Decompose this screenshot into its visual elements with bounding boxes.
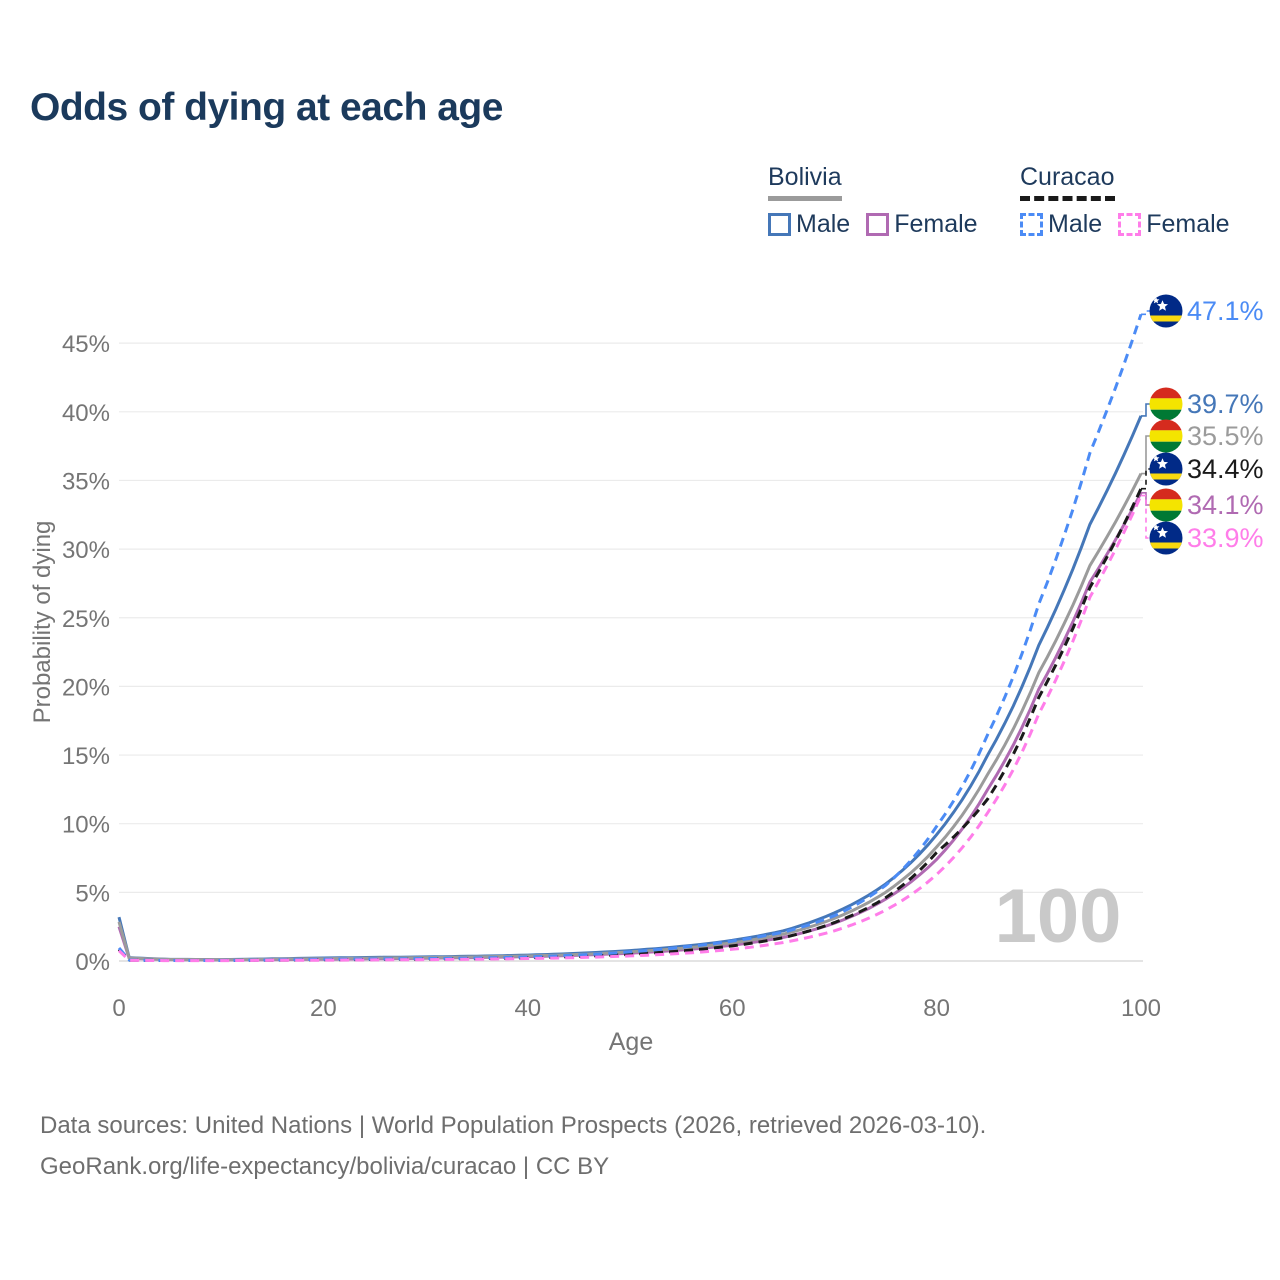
y-axis-title: Probability of dying <box>29 520 56 724</box>
page-title: Odds of dying at each age <box>30 86 503 129</box>
flag-icon-bolivia <box>1149 419 1183 453</box>
y-tick-label: 35% <box>62 468 110 495</box>
y-tick-label: 15% <box>62 743 110 770</box>
series-line-bolivia_both <box>117 472 1143 962</box>
series-line-curacao_both <box>117 488 1143 962</box>
y-tick-label: 10% <box>62 812 110 839</box>
end-value-label: 33.9% <box>1187 523 1264 553</box>
age-watermark: 100 <box>995 874 1122 959</box>
end-value-label: 34.1% <box>1187 490 1264 520</box>
legend-item-bolivia-female[interactable]: Female <box>866 210 978 239</box>
y-tick-label: 0% <box>75 949 110 976</box>
leader-line <box>1141 403 1150 417</box>
series-line-bolivia_male <box>117 415 1143 962</box>
legend-item-curacao-male[interactable]: Male <box>1020 210 1102 239</box>
end-value-label: 47.1% <box>1187 296 1264 326</box>
x-axis-title: Age <box>608 1028 654 1056</box>
legend-group-bolivia: Bolivia Male Female <box>768 163 978 239</box>
leader-line <box>1141 310 1150 316</box>
checkbox-icon-bolivia-male <box>768 213 791 236</box>
legend-item-label: Male <box>1048 210 1103 238</box>
x-tick-label: 0 <box>112 995 125 1022</box>
legend-header-curacao: Curacao <box>1020 163 1115 201</box>
footer-attribution-link[interactable]: GeoRank.org/life-expectancy/bolivia/cura… <box>40 1152 610 1180</box>
legend-item-bolivia-male[interactable]: Male <box>768 210 850 239</box>
legend-item-label: Male <box>796 210 851 238</box>
x-tick-label: 80 <box>923 995 950 1022</box>
x-tick-label: 40 <box>514 995 541 1022</box>
checkbox-icon-curacao-female <box>1118 213 1142 236</box>
flag-icon-curacao <box>1149 521 1183 555</box>
x-tick-label: 20 <box>310 995 337 1022</box>
series-line-bolivia_female <box>117 492 1143 962</box>
footer-data-sources: Data sources: United Nations | World Pop… <box>40 1112 987 1139</box>
leader-line <box>1141 492 1150 506</box>
leader-line <box>1141 494 1150 539</box>
end-value-label: 35.5% <box>1187 421 1264 451</box>
flag-icon-curacao <box>1149 294 1183 328</box>
legend-item-label: Female <box>894 210 978 238</box>
y-tick-label: 5% <box>75 880 110 907</box>
flag-icon-bolivia <box>1149 488 1183 522</box>
y-tick-label: 25% <box>62 606 110 633</box>
flag-icon-bolivia <box>1149 387 1183 421</box>
y-tick-label: 40% <box>62 400 110 427</box>
x-tick-label: 100 <box>1121 995 1161 1022</box>
legend-item-curacao-female[interactable]: Female <box>1118 210 1230 239</box>
legend-header-bolivia: Bolivia <box>768 163 842 201</box>
y-tick-label: 20% <box>62 674 110 701</box>
y-tick-label: 30% <box>62 537 110 564</box>
legend-group-curacao: Curacao Male Female <box>1020 163 1230 239</box>
x-tick-label: 60 <box>719 995 746 1022</box>
footer: Data sources: United Nations | World Pop… <box>40 1106 986 1188</box>
flag-icon-curacao <box>1149 452 1183 486</box>
series-line-curacao_female <box>117 494 1143 963</box>
checkbox-icon-curacao-male <box>1020 213 1043 236</box>
end-value-label: 39.7% <box>1187 389 1264 419</box>
checkbox-icon-bolivia-female <box>866 213 890 236</box>
leader-line <box>1141 435 1150 475</box>
leader-line <box>1141 468 1150 490</box>
y-tick-label: 45% <box>62 331 110 358</box>
end-value-label: 34.4% <box>1187 454 1264 484</box>
legend-item-label: Female <box>1146 210 1230 238</box>
